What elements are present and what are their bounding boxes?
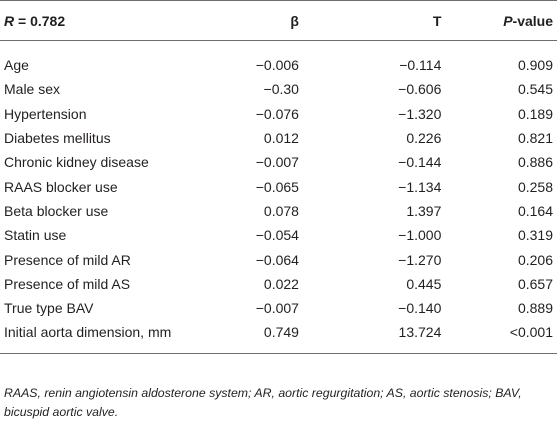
cell-value: −1.134 (398, 178, 442, 195)
table-row: Diabetes mellitus 0.012 0.226 0.821 (0, 126, 557, 150)
cell-value: −0.006 (255, 57, 299, 74)
cell-value: 0.909 (517, 57, 553, 74)
table-row: RAAS blocker use −0.065 −1.134 0.258 (0, 174, 557, 198)
header-cell: β (199, 1, 301, 41)
cell-value: −1.270 (398, 251, 442, 268)
table-row: Age −0.006 −0.114 0.909 (0, 41, 557, 78)
cell-value: 0.206 (517, 251, 553, 268)
table-row: Hypertension −0.076 −1.320 0.189 (0, 102, 557, 126)
row-label: Diabetes mellitus (4, 130, 111, 147)
table-row: Presence of mild AS 0.022 0.445 0.657 (0, 272, 557, 296)
table-row: Presence of mild AR −0.064 −1.270 0.206 (0, 247, 557, 271)
cell-value: −1.320 (398, 105, 442, 122)
cell-value: 0.258 (517, 178, 553, 195)
cell-value: 0.749 (263, 324, 299, 341)
header-text: -value (512, 12, 553, 29)
header-cell: P-value (443, 1, 557, 41)
table-row: Beta blocker use 0.078 1.397 0.164 (0, 199, 557, 223)
row-label: Initial aorta dimension, mm (4, 324, 172, 341)
table-body: Age −0.006 −0.114 0.909 Male sex −0.30 −0.606 0… (0, 41, 557, 354)
cell-value: −1.000 (398, 227, 442, 244)
footnote: RAAS, renin angiotensin aldosterone syst… (4, 386, 522, 419)
cell-value: 0.886 (517, 154, 553, 171)
row-label: Presence of mild AS (4, 275, 131, 292)
row-label: True type BAV (4, 300, 94, 317)
regression-table: R = 0.782 β T P-value Age −0.006 −0.114 0.909 M… (0, 0, 557, 354)
table-row: Male sex −0.30 −0.606 0.545 (0, 77, 557, 101)
row-label: RAAS blocker use (4, 178, 118, 195)
cell-value: −0.606 (398, 81, 442, 98)
table-row: Initial aorta dimension, mm 0.749 13.724 <0… (0, 320, 557, 353)
table-header: R = 0.782 β T P-value (0, 0, 557, 41)
cell-value: 0.164 (517, 202, 553, 219)
header-text: = 0.782 (14, 12, 66, 29)
cell-value: 0.226 (406, 130, 442, 147)
cell-value: 13.724 (398, 324, 442, 341)
cell-value: 0.889 (517, 300, 553, 317)
cell-value: −0.140 (398, 300, 442, 317)
cell-value: 0.022 (263, 275, 299, 292)
header-text: β (290, 12, 299, 29)
header-text: P (503, 12, 513, 29)
cell-value: 0.657 (517, 275, 553, 292)
cell-value: 0.012 (263, 130, 299, 147)
cell-value: 0.078 (263, 202, 299, 219)
row-label: Presence of mild AR (4, 251, 131, 268)
row-label: Chronic kidney disease (4, 154, 149, 171)
header-text: R (4, 12, 15, 29)
cell-value: −0.054 (255, 227, 299, 244)
cell-value: <0.001 (509, 324, 553, 341)
cell-value: −0.065 (255, 178, 299, 195)
cell-value: −0.007 (255, 300, 299, 317)
header-row: R = 0.782 β T P-value (0, 0, 557, 41)
cell-value: 0.545 (517, 81, 553, 98)
cell-value: −0.30 (263, 81, 299, 98)
cell-value: −0.007 (255, 154, 299, 171)
cell-value: 0.319 (517, 227, 553, 244)
header-cell: T (301, 1, 443, 41)
header-cell: R = 0.782 (0, 1, 199, 41)
table-row: Chronic kidney disease −0.007 −0.144 0.886 (0, 150, 557, 174)
table-row: True type BAV −0.007 −0.140 0.889 (0, 296, 557, 320)
row-label: Male sex (4, 81, 61, 98)
cell-value: −0.144 (398, 154, 442, 171)
row-label: Beta blocker use (4, 202, 109, 219)
row-label: Statin use (4, 227, 67, 244)
cell-value: 0.445 (406, 275, 442, 292)
cell-value: −0.114 (399, 57, 442, 74)
row-label: Hypertension (4, 105, 87, 122)
table-row: Statin use −0.054 −1.000 0.319 (0, 223, 557, 247)
row-label: Age (4, 57, 29, 74)
cell-value: 1.397 (406, 202, 442, 219)
cell-value: 0.821 (517, 130, 553, 147)
cell-value: −0.076 (255, 105, 299, 122)
cell-value: 0.189 (517, 105, 553, 122)
cell-value: −0.064 (255, 251, 299, 268)
header-text: T (432, 12, 442, 29)
